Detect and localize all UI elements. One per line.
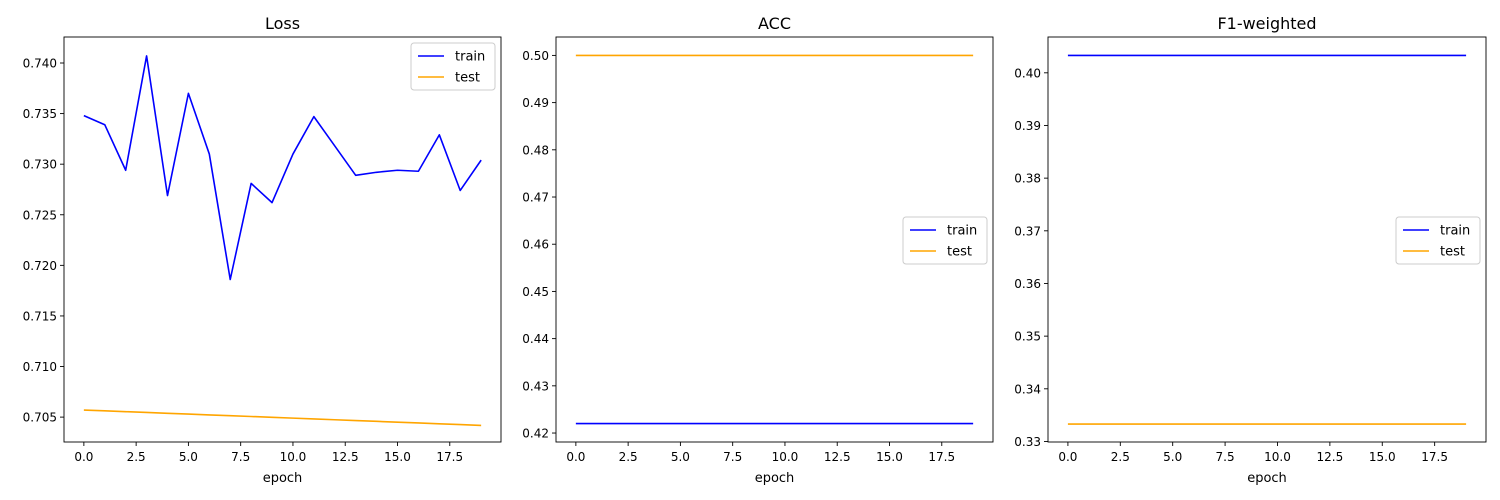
legend-box xyxy=(902,216,988,265)
x-axis-label: epoch xyxy=(755,471,795,486)
y-tick-label: 0.44 xyxy=(522,332,549,346)
x-tick-label: 15.0 xyxy=(1369,450,1396,464)
legend-label: test xyxy=(1440,245,1465,260)
y-tick-label: 0.42 xyxy=(522,427,549,441)
y-tick-label: 0.39 xyxy=(1014,119,1041,133)
subplot-title: Loss xyxy=(265,14,300,33)
x-tick-label: 12.5 xyxy=(824,450,851,464)
legend: train test xyxy=(410,42,496,91)
y-tick-label: 0.46 xyxy=(522,238,549,252)
x-tick-label: 5.0 xyxy=(671,450,690,464)
subplot-3: F1-weighted epoch 0.0 2.5 5.0 7.5 10.0 12.5 15.0… xyxy=(1014,14,1487,486)
legend: train test xyxy=(1395,216,1481,265)
y-tick-label: 0.40 xyxy=(1014,66,1041,80)
axes-frame xyxy=(63,36,502,443)
y-tick-label: 0.50 xyxy=(522,49,549,63)
y-tick-label: 0.36 xyxy=(1014,277,1041,291)
legend-label: train xyxy=(947,224,977,239)
x-tick-label: 17.5 xyxy=(1421,450,1448,464)
y-tick-label: 0.38 xyxy=(1014,172,1041,186)
series-line-train xyxy=(83,55,482,281)
axes-frame xyxy=(555,36,994,443)
x-tick-label: 5.0 xyxy=(179,450,198,464)
y-tick-label: 0.705 xyxy=(23,411,57,425)
y-tick-label: 0.725 xyxy=(23,208,57,222)
x-axis-label: epoch xyxy=(263,471,303,486)
legend-label: test xyxy=(455,71,480,86)
y-tick-label: 0.710 xyxy=(23,360,57,374)
x-tick-label: 10.0 xyxy=(280,450,307,464)
subplot-title: ACC xyxy=(758,14,791,33)
legend-label: train xyxy=(455,50,485,65)
legend-box xyxy=(1395,216,1481,265)
y-tick-label: 0.33 xyxy=(1014,435,1041,449)
x-tick-label: 12.5 xyxy=(332,450,359,464)
y-tick-label: 0.48 xyxy=(522,143,549,157)
y-tick-label: 0.735 xyxy=(23,107,57,121)
series-line-test xyxy=(83,409,482,427)
subplot-1: Loss epoch 0.0 2.5 5.0 7.5 10.0 12.5 15.0 17.5 0.7… xyxy=(23,14,502,486)
axes-frame xyxy=(1047,36,1487,443)
x-tick-label: 17.5 xyxy=(436,450,463,464)
y-tick-label: 0.43 xyxy=(522,379,549,393)
x-tick-label: 15.0 xyxy=(384,450,411,464)
x-tick-label: 7.5 xyxy=(1216,450,1235,464)
x-tick-label: 0.0 xyxy=(566,450,585,464)
y-tick-label: 0.37 xyxy=(1014,224,1041,238)
y-tick-label: 0.45 xyxy=(522,285,549,299)
legend-label: test xyxy=(947,245,972,260)
y-tick-label: 0.35 xyxy=(1014,330,1041,344)
x-tick-label: 2.5 xyxy=(127,450,146,464)
x-tick-label: 2.5 xyxy=(619,450,638,464)
x-tick-label: 17.5 xyxy=(928,450,955,464)
subplot-title: F1-weighted xyxy=(1217,14,1316,33)
y-tick-label: 0.720 xyxy=(23,259,57,273)
x-tick-label: 0.0 xyxy=(74,450,93,464)
x-tick-label: 15.0 xyxy=(876,450,903,464)
x-tick-label: 2.5 xyxy=(1111,450,1130,464)
legend-label: train xyxy=(1440,224,1470,239)
x-tick-label: 5.0 xyxy=(1163,450,1182,464)
y-tick-label: 0.34 xyxy=(1014,382,1041,396)
legend-box xyxy=(410,42,496,91)
x-axis-label: epoch xyxy=(1247,471,1287,486)
x-tick-label: 10.0 xyxy=(1264,450,1291,464)
y-tick-label: 0.730 xyxy=(23,158,57,172)
y-tick-label: 0.740 xyxy=(23,57,57,71)
x-tick-label: 0.0 xyxy=(1058,450,1077,464)
x-tick-label: 7.5 xyxy=(723,450,742,464)
y-tick-label: 0.47 xyxy=(522,191,549,205)
legend: train test xyxy=(902,216,988,265)
x-tick-label: 12.5 xyxy=(1317,450,1344,464)
y-tick-label: 0.715 xyxy=(23,309,57,323)
x-tick-label: 10.0 xyxy=(772,450,799,464)
subplot-2: ACC epoch 0.0 2.5 5.0 7.5 10.0 12.5 15.0 17.5 0.42… xyxy=(522,14,994,486)
x-tick-label: 7.5 xyxy=(231,450,250,464)
y-tick-label: 0.49 xyxy=(522,96,549,110)
